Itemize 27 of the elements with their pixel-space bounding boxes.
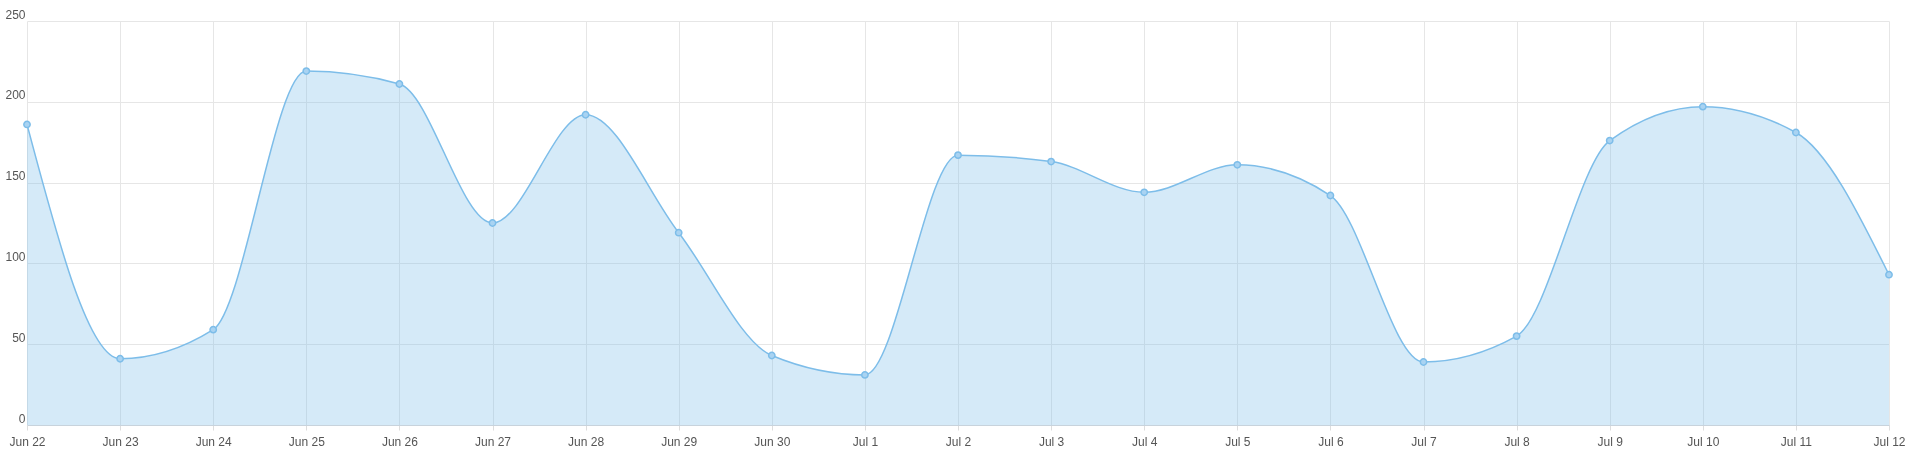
y-tick-label: 0 [18, 411, 26, 426]
x-tick-label: Jul 6 [1318, 434, 1344, 449]
x-tick-label: Jun 29 [661, 434, 698, 449]
x-tick-label: Jul 4 [1132, 434, 1158, 449]
x-tick-label: Jun 30 [754, 434, 791, 449]
x-tick-label: Jul 11 [1780, 434, 1813, 449]
x-tick-label: Jul 1 [852, 434, 879, 449]
x-tick-label: Jul 9 [1597, 434, 1624, 449]
x-tick-label: Jul 5 [1225, 434, 1251, 449]
y-tick-label: 200 [5, 88, 26, 103]
y-tick-label: 250 [5, 7, 26, 22]
y-tick-label: 50 [12, 330, 26, 345]
y-tick-label: 150 [5, 169, 26, 184]
x-tick-label: Jul 3 [1038, 434, 1065, 449]
y-tick-label: 100 [5, 249, 26, 264]
x-tick-label: Jun 27 [474, 434, 512, 449]
x-tick-label: Jun 25 [288, 434, 326, 449]
x-tick-label: Jul 10 [1687, 434, 1720, 449]
x-tick-label: Jun 22 [9, 434, 46, 449]
x-tick-label: Jun 24 [195, 434, 233, 449]
x-tick-label: Jun 28 [568, 434, 605, 449]
x-tick-label: Jul 8 [1504, 434, 1531, 449]
x-tick-label: Jun 23 [102, 434, 139, 449]
x-tick-label: Jul 2 [945, 434, 972, 449]
x-tick-label: Jun 26 [381, 434, 419, 449]
x-tick-label: Jul 12 [1873, 434, 1906, 449]
x-tick-label: Jul 7 [1411, 434, 1437, 449]
